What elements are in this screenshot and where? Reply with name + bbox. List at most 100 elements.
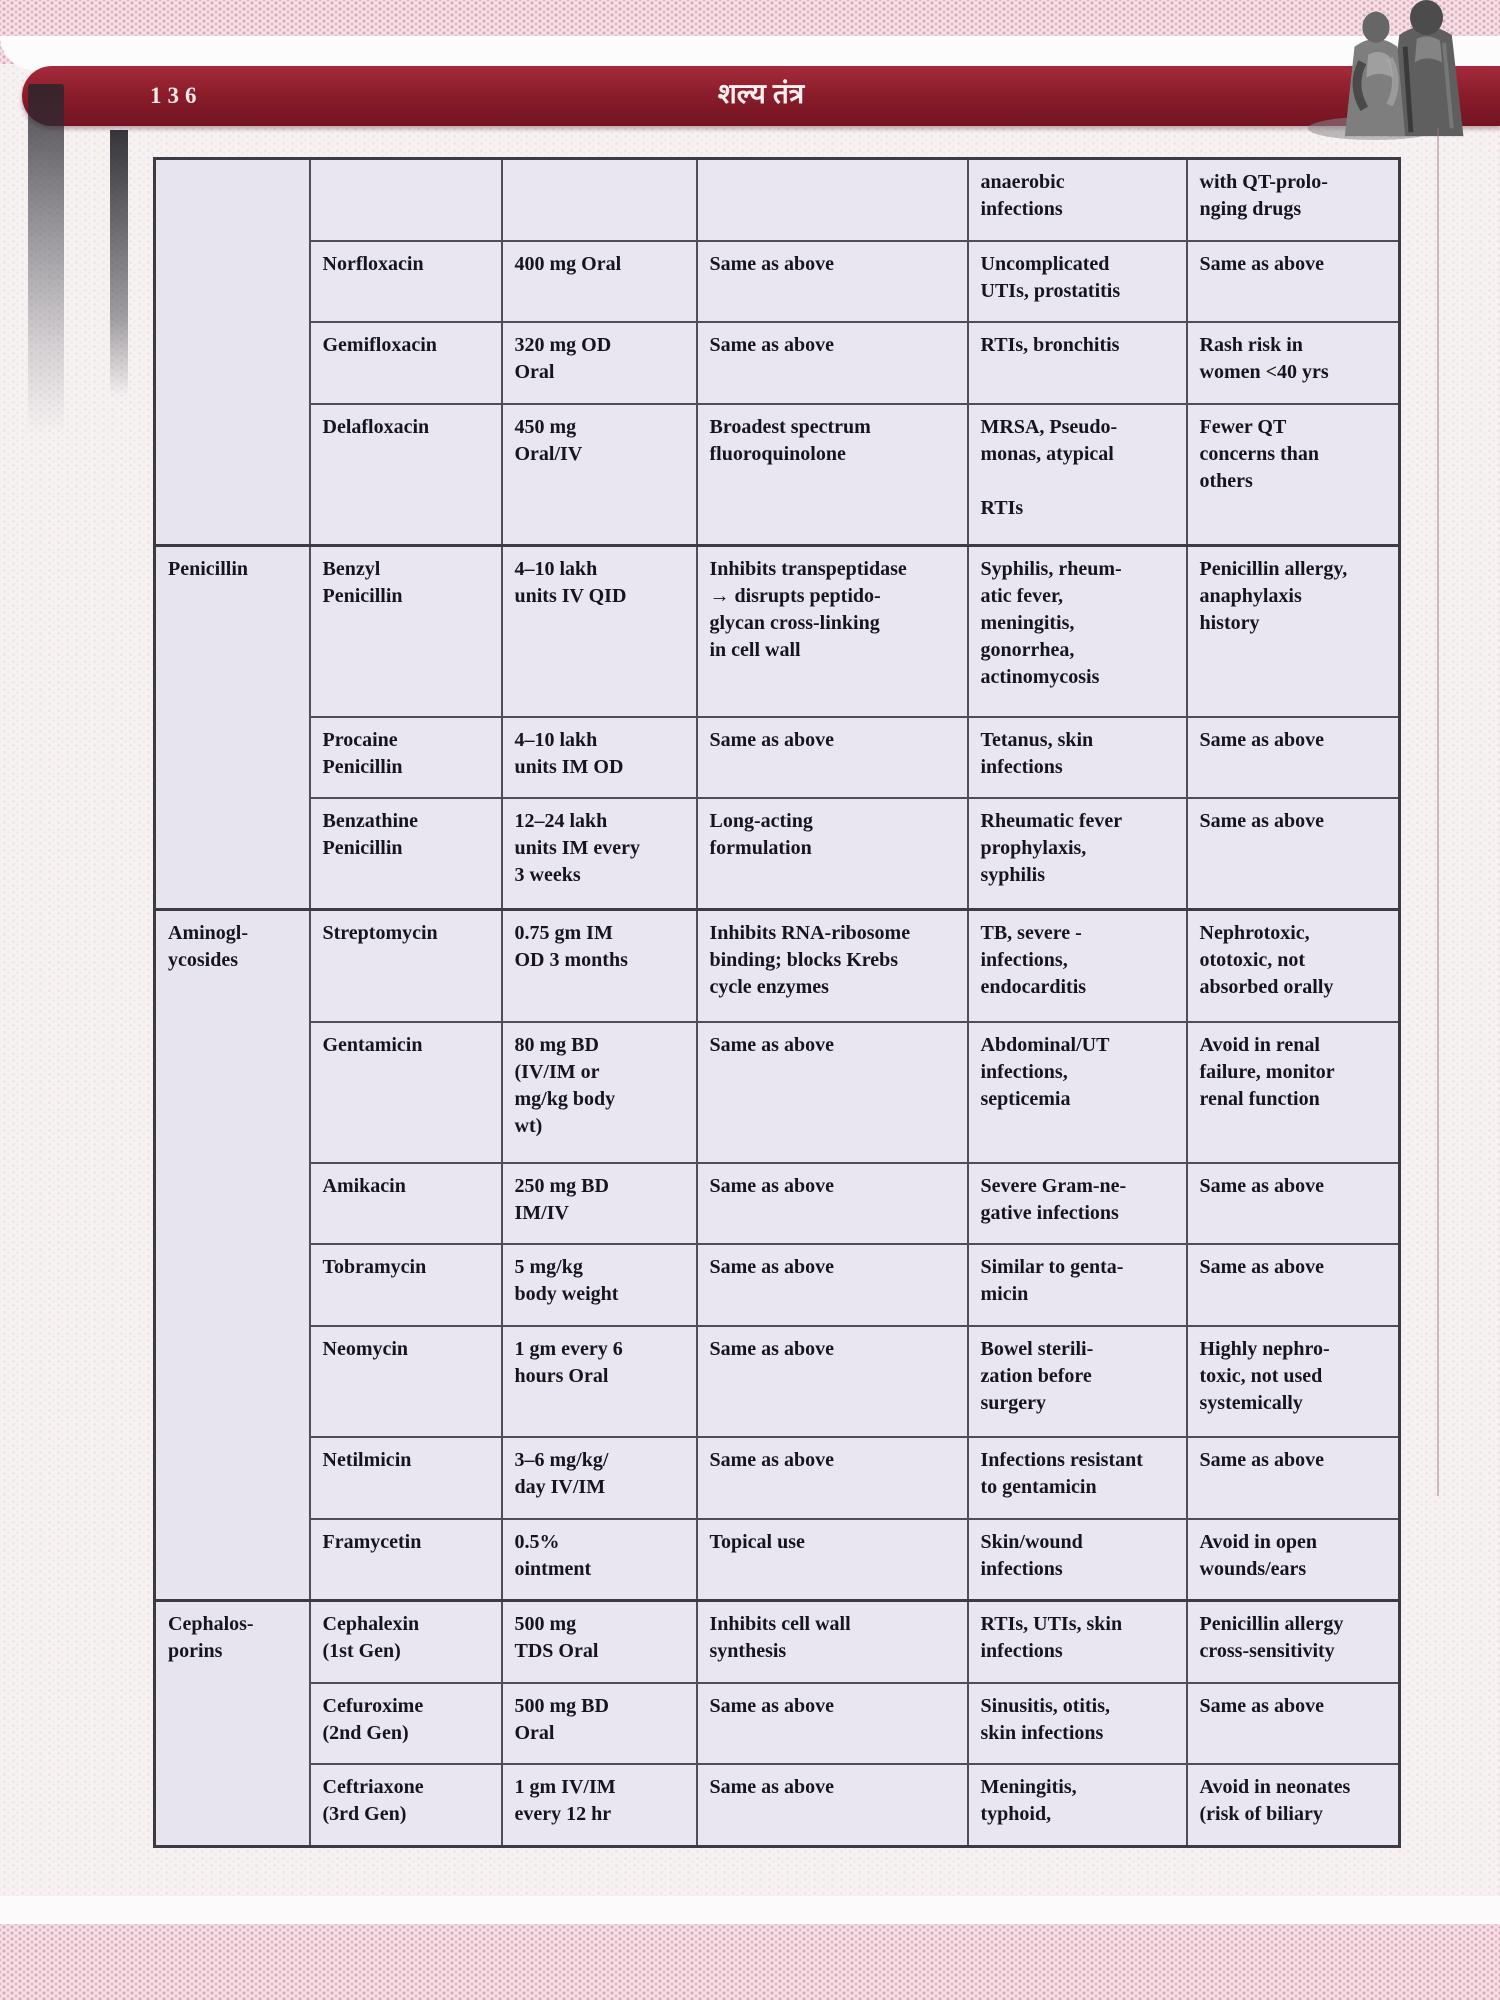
- drug-cell: Streptomycin: [308, 908, 503, 1023]
- dose-cell: 5 mg/kg body weight: [500, 1243, 698, 1327]
- mechanism-cell: Same as above: [695, 1161, 969, 1246]
- table-row: Tobramycin 5 mg/kg body weight Same as abo…: [155, 1243, 1401, 1327]
- drug-class-cell: [153, 157, 311, 547]
- dose-cell: 4–10 lakh units IV QID: [500, 543, 698, 718]
- indications-cell: Uncomplicated UTIs, prostatitis: [966, 239, 1188, 324]
- drug-cell: Procaine Penicillin: [308, 715, 503, 800]
- mechanism-cell: Inhibits transpeptidase → disrupts pepti…: [695, 543, 969, 718]
- mechanism-cell: Same as above: [695, 239, 969, 324]
- indications-cell: Syphilis, rheum- atic fever, meningitis,…: [966, 543, 1188, 718]
- indications-cell: TB, severe - infections, endocarditis: [966, 908, 1188, 1023]
- drug-class-cell: Penicillin: [153, 543, 311, 911]
- antibiotics-table-container: anaerobic infections with QT-prolo- nging…: [153, 157, 1401, 1848]
- antibiotics-table: anaerobic infections with QT-prolo- nging…: [153, 157, 1401, 1848]
- drug-cell: [308, 157, 503, 242]
- drug-cell: Benzathine Penicillin: [308, 797, 503, 911]
- table-row: Benzathine Penicillin 12–24 lakh units IM…: [155, 797, 1401, 911]
- mechanism-cell: Broadest spectrum fluoroquinolone: [695, 402, 969, 547]
- drug-cell: Gemifloxacin: [308, 321, 503, 405]
- table-row: Gentamicin 80 mg BD (IV/IM or mg/kg body …: [155, 1020, 1401, 1164]
- dose-cell: 250 mg BD IM/IV: [500, 1161, 698, 1246]
- indications-cell: Bowel sterili- zation before surgery: [966, 1324, 1188, 1439]
- dose-cell: 80 mg BD (IV/IM or mg/kg body wt): [500, 1020, 698, 1164]
- drug-cell: Norfloxacin: [308, 239, 503, 324]
- table-row: Norfloxacin 400 mg Oral Same as above Uncom…: [155, 239, 1401, 324]
- table-row: Amikacin 250 mg BD IM/IV Same as above Seve…: [155, 1161, 1401, 1246]
- mechanism-cell: Same as above: [695, 1681, 969, 1766]
- drug-cell: Gentamicin: [308, 1020, 503, 1164]
- drug-cell: Framycetin: [308, 1517, 503, 1602]
- page-edge-line: [1437, 128, 1439, 1496]
- indications-cell: RTIs, UTIs, skin infections: [966, 1599, 1188, 1684]
- indications-cell: Rheumatic fever prophylaxis, syphilis: [966, 797, 1188, 911]
- table-row: Netilmicin 3–6 mg/kg/ day IV/IM Same as ab…: [155, 1436, 1401, 1520]
- notes-cell: Avoid in renal failure, monitor renal fu…: [1185, 1020, 1401, 1164]
- indications-cell: Meningitis, typhoid,: [966, 1763, 1188, 1848]
- dose-cell: 450 mg Oral/IV: [500, 402, 698, 547]
- table-row: Delafloxacin 450 mg Oral/IV Broadest spect…: [155, 402, 1401, 547]
- mechanism-cell: Inhibits cell wall synthesis: [695, 1599, 969, 1684]
- mechanism-cell: Same as above: [695, 1436, 969, 1520]
- table-row: Cephalos- porins Cephalexin (1st Gen) 500 …: [153, 1599, 1401, 1848]
- indications-cell: Abdominal/UT infections, septicemia: [966, 1020, 1188, 1164]
- dose-cell: 12–24 lakh units IM every 3 weeks: [500, 797, 698, 911]
- dose-cell: 320 mg OD Oral: [500, 321, 698, 405]
- drug-cell: Amikacin: [308, 1161, 503, 1246]
- notes-cell: Same as above: [1185, 1436, 1401, 1520]
- notes-cell: Same as above: [1185, 797, 1401, 911]
- table-row: Gemifloxacin 320 mg OD Oral Same as above R…: [155, 321, 1401, 405]
- dose-cell: [500, 157, 698, 242]
- drug-cell: Cephalexin (1st Gen): [308, 1599, 503, 1684]
- drug-cell: Tobramycin: [308, 1243, 503, 1327]
- mechanism-cell: [695, 157, 969, 242]
- notes-cell: Same as above: [1185, 1681, 1401, 1766]
- mechanism-cell: Same as above: [695, 715, 969, 800]
- notes-cell: Rash risk in women <40 yrs: [1185, 321, 1401, 405]
- notes-cell: Avoid in open wounds/ears: [1185, 1517, 1401, 1602]
- dose-cell: 400 mg Oral: [500, 239, 698, 324]
- page-number: 136: [150, 83, 203, 108]
- scan-streak-artifact: [110, 130, 128, 398]
- indications-cell: anaerobic infections: [966, 157, 1188, 242]
- mechanism-cell: Topical use: [695, 1517, 969, 1602]
- table-row: anaerobic infections with QT-prolo- nging…: [153, 157, 1401, 547]
- table-row: Ceftriaxone (3rd Gen) 1 gm IV/IM every 12…: [155, 1763, 1401, 1848]
- notes-cell: Same as above: [1185, 239, 1401, 324]
- white-curve-strip: [0, 36, 1500, 70]
- drug-cell: Netilmicin: [308, 1436, 503, 1520]
- table-row: Cefuroxime (2nd Gen) 500 mg BD Oral Same a…: [155, 1681, 1401, 1766]
- mechanism-cell: Inhibits RNA-ribosome binding; blocks Kr…: [695, 908, 969, 1023]
- indications-cell: Severe Gram-ne- gative infections: [966, 1161, 1188, 1246]
- mechanism-cell: Same as above: [695, 1324, 969, 1439]
- table-row: Neomycin 1 gm every 6 hours Oral Same as a…: [155, 1324, 1401, 1439]
- drug-class-cell: Aminogl- ycosides: [153, 908, 311, 1602]
- antibiotics-table-body: anaerobic infections with QT-prolo- nging…: [153, 157, 1401, 1848]
- notes-cell: Fewer QT concerns than others: [1185, 402, 1401, 547]
- notes-cell: Same as above: [1185, 1243, 1401, 1327]
- notes-cell: Penicillin allergy, anaphylaxis history: [1185, 543, 1401, 718]
- mechanism-cell: Long-acting formulation: [695, 797, 969, 911]
- physicians-statue-image: [1307, 0, 1464, 140]
- mechanism-cell: Same as above: [695, 1020, 969, 1164]
- indications-cell: MRSA, Pseudo- monas, atypical RTIs: [966, 402, 1188, 547]
- header-band: 136 शल्य तंत्र: [22, 66, 1500, 126]
- drug-cell: Delafloxacin: [308, 402, 503, 547]
- bottom-white-band: [0, 1896, 1500, 1924]
- mechanism-cell: Same as above: [695, 1763, 969, 1848]
- notes-cell: Nephrotoxic, ototoxic, not absorbed oral…: [1185, 908, 1401, 1023]
- notes-cell: Highly nephro- toxic, not used systemica…: [1185, 1324, 1401, 1439]
- drug-cell: Cefuroxime (2nd Gen): [308, 1681, 503, 1766]
- dose-cell: 3–6 mg/kg/ day IV/IM: [500, 1436, 698, 1520]
- dose-cell: 1 gm every 6 hours Oral: [500, 1324, 698, 1439]
- notes-cell: Penicillin allergy cross-sensitivity: [1185, 1599, 1401, 1684]
- table-row: Penicillin Benzyl Penicillin 4–10 lakh uni…: [153, 543, 1401, 911]
- page-title: शल्य तंत्र: [717, 79, 805, 110]
- mechanism-cell: Same as above: [695, 321, 969, 405]
- dose-cell: 1 gm IV/IM every 12 hr: [500, 1763, 698, 1848]
- indications-cell: Similar to genta- micin: [966, 1243, 1188, 1327]
- drug-cell: Benzyl Penicillin: [308, 543, 503, 718]
- dose-cell: 0.5% ointment: [500, 1517, 698, 1602]
- drug-cell: Neomycin: [308, 1324, 503, 1439]
- indications-cell: Sinusitis, otitis, skin infections: [966, 1681, 1188, 1766]
